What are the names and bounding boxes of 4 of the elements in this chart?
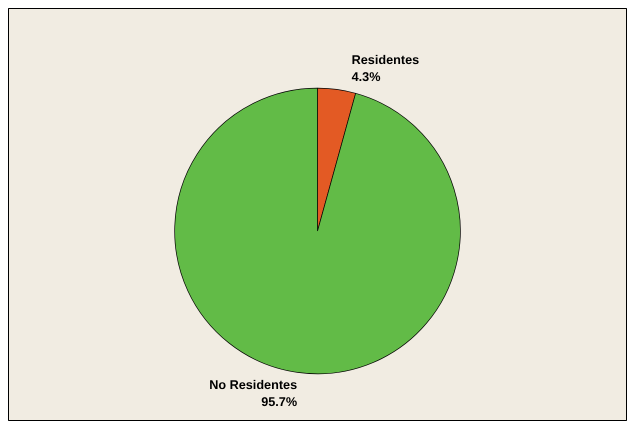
slice-label: Residentes xyxy=(352,52,420,67)
data-label: 4.3% xyxy=(352,70,380,84)
data-label: 95.7% xyxy=(261,394,298,409)
slice-label: No Residentes xyxy=(209,378,298,392)
